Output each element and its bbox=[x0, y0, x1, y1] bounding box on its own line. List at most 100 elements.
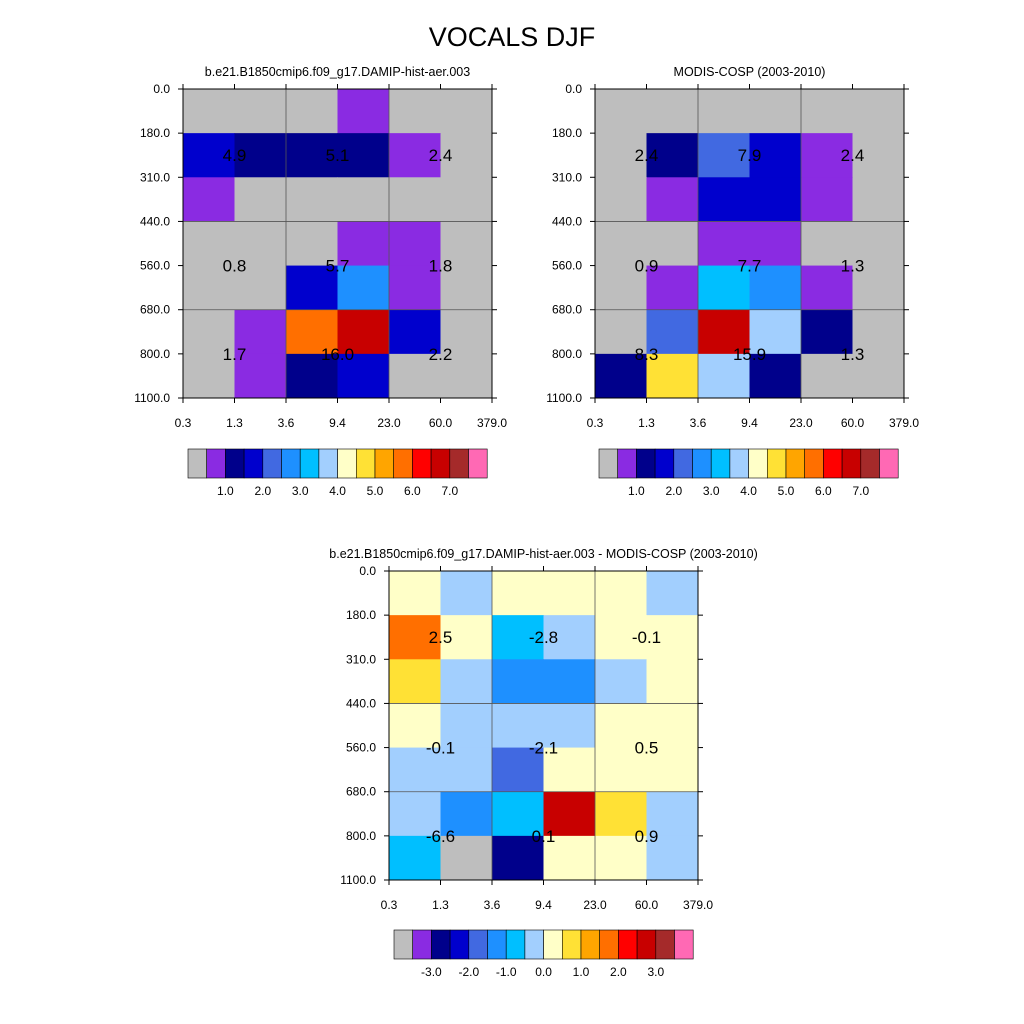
block-value-label: -2.8 bbox=[529, 628, 558, 647]
heatmap-cell bbox=[389, 265, 441, 311]
colorbar-swatch bbox=[225, 448, 245, 479]
heatmap-cell bbox=[440, 571, 493, 616]
colorbar-label: 6.0 bbox=[404, 484, 421, 498]
heatmap-cell bbox=[749, 353, 802, 399]
heatmap-cell bbox=[595, 747, 647, 793]
heatmap-cell bbox=[801, 133, 853, 178]
x-tick-label: 379.0 bbox=[889, 416, 919, 430]
colorbar-label: 4.0 bbox=[329, 484, 346, 498]
heatmap-cell bbox=[543, 703, 596, 749]
colorbar-swatch bbox=[393, 448, 413, 479]
block-value-label: 0.5 bbox=[635, 739, 659, 758]
y-tick-label: 1100.0 bbox=[340, 873, 376, 887]
heatmap-cell bbox=[801, 309, 853, 355]
colorbar-swatch bbox=[431, 929, 451, 960]
heatmap-cell bbox=[646, 791, 699, 837]
heatmap-cell bbox=[183, 265, 235, 311]
heatmap-cell bbox=[183, 177, 235, 222]
x-tick-label: 3.6 bbox=[484, 898, 501, 912]
heatmap-cell bbox=[492, 703, 544, 749]
colorbar-swatch bbox=[580, 929, 601, 960]
x-tick-label: 3.6 bbox=[278, 416, 295, 430]
y-tick-label: 180.0 bbox=[140, 126, 170, 140]
heatmap-cell bbox=[440, 659, 493, 704]
heatmap-cell bbox=[440, 309, 493, 355]
heatmap-cell bbox=[234, 309, 287, 355]
heatmap-cell bbox=[595, 89, 647, 134]
heatmap-cell bbox=[337, 309, 390, 355]
colorbar-swatch bbox=[729, 448, 749, 479]
colorbar-swatch bbox=[655, 929, 675, 960]
heatmap-cell bbox=[595, 221, 647, 267]
heatmap-cell bbox=[183, 309, 235, 355]
heatmap-cell bbox=[389, 177, 441, 222]
heatmap-cell bbox=[801, 221, 853, 267]
heatmap-cell bbox=[492, 615, 544, 660]
colorbar-swatch bbox=[449, 929, 470, 960]
heatmap-cell bbox=[698, 221, 750, 267]
block-value-label: 16.0 bbox=[321, 345, 354, 364]
block-value-label: 2.5 bbox=[429, 628, 453, 647]
y-tick-label: 680.0 bbox=[552, 303, 582, 317]
heatmap-cell bbox=[595, 353, 647, 399]
y-tick-label: 680.0 bbox=[140, 303, 170, 317]
colorbar-swatch bbox=[804, 448, 824, 479]
heatmap-cell bbox=[389, 835, 441, 881]
colorbar-label: 2.0 bbox=[610, 965, 627, 979]
heatmap-cell bbox=[389, 703, 441, 749]
block-value-label: 0.9 bbox=[635, 257, 659, 276]
colorbar-swatch bbox=[262, 448, 282, 479]
colorbar-swatch bbox=[654, 448, 675, 479]
x-tick-label: 1.3 bbox=[638, 416, 655, 430]
colorbar-label: -3.0 bbox=[421, 965, 442, 979]
heatmap-cell bbox=[286, 265, 338, 311]
colorbar-swatch bbox=[187, 448, 208, 479]
heatmap-cell bbox=[646, 309, 699, 355]
colorbar-label: 2.0 bbox=[254, 484, 271, 498]
heatmap-cell bbox=[698, 309, 750, 355]
heatmap-cell bbox=[543, 571, 596, 616]
block-value-label: -0.1 bbox=[632, 628, 661, 647]
heatmap-cell bbox=[698, 89, 750, 134]
colorbar-label: 1.0 bbox=[217, 484, 234, 498]
x-tick-label: 379.0 bbox=[683, 898, 713, 912]
heatmap-cell bbox=[337, 265, 390, 311]
heatmap-cell bbox=[801, 265, 853, 311]
colorbar-swatch bbox=[412, 929, 432, 960]
x-tick-label: 9.4 bbox=[741, 416, 758, 430]
heatmap-cell bbox=[646, 615, 699, 660]
colorbar-swatch bbox=[281, 448, 301, 479]
heatmap-cell bbox=[749, 309, 802, 355]
heatmap-cell bbox=[646, 747, 699, 793]
colorbar-swatch bbox=[617, 448, 637, 479]
colorbar-swatch bbox=[524, 929, 544, 960]
x-tick-label: 60.0 bbox=[429, 416, 453, 430]
y-tick-label: 0.0 bbox=[153, 82, 170, 96]
heatmap-cell bbox=[852, 133, 905, 178]
heatmap-cell bbox=[440, 615, 493, 660]
colorbar-swatch bbox=[841, 448, 862, 479]
heatmap-cell bbox=[749, 221, 802, 267]
heatmap-cell bbox=[801, 177, 853, 222]
colorbar-swatch bbox=[543, 929, 563, 960]
heatmap-cell bbox=[440, 133, 493, 178]
heatmap-cell bbox=[183, 133, 235, 178]
x-tick-label: 60.0 bbox=[841, 416, 865, 430]
block-value-label: 2.4 bbox=[841, 146, 865, 165]
heatmap-cell bbox=[337, 221, 390, 267]
block-value-label: 15.9 bbox=[733, 345, 766, 364]
heatmap-cell bbox=[183, 89, 235, 134]
heatmap-cell bbox=[286, 353, 338, 399]
y-tick-label: 800.0 bbox=[346, 829, 376, 843]
x-tick-label: 1.3 bbox=[432, 898, 449, 912]
x-tick-label: 9.4 bbox=[535, 898, 552, 912]
panel-model: b.e21.B1850cmip6.f09_g17.DAMIP-hist-aer.… bbox=[134, 65, 507, 498]
heatmap-cell bbox=[595, 571, 647, 616]
colorbar-swatch bbox=[879, 448, 899, 479]
colorbar-label: 3.0 bbox=[647, 965, 664, 979]
colorbar-label: 6.0 bbox=[815, 484, 832, 498]
panel-title: b.e21.B1850cmip6.f09_g17.DAMIP-hist-aer.… bbox=[205, 65, 470, 79]
heatmap-cell bbox=[543, 791, 596, 837]
colorbar-swatch bbox=[318, 448, 338, 479]
